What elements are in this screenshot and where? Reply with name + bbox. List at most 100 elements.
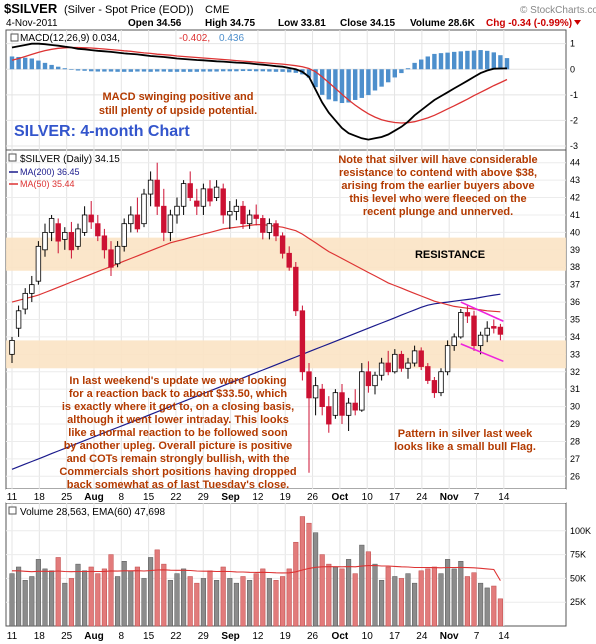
macd-histogram-bar	[201, 69, 206, 72]
price-x-tick-label: 24	[416, 492, 428, 503]
macd-histogram-bar	[425, 56, 430, 70]
volume-bar	[365, 551, 371, 627]
volume-bar	[55, 557, 61, 627]
volume-bar	[478, 582, 484, 627]
header-bg	[0, 0, 596, 30]
macd-histogram-bar	[155, 69, 160, 72]
candle-up	[451, 336, 457, 347]
price-tick-label: 34	[570, 332, 580, 342]
header-description: (Silver - Spot Price (EOD))	[64, 4, 194, 16]
volume-bar	[95, 573, 101, 627]
candle-down	[101, 235, 108, 251]
candle-down	[95, 223, 101, 237]
volume-bar	[332, 566, 338, 627]
volume-bar	[418, 570, 424, 627]
macd-tick-label: 0	[570, 64, 575, 74]
macd-histogram-bar	[174, 69, 180, 72]
weekend-annotation: back somewhat as of last Tuesday's close…	[67, 479, 290, 491]
volume-bar	[115, 576, 121, 627]
weekend-annotation: is exactly where it got to, on a closing…	[62, 401, 294, 413]
volume-bar	[194, 582, 200, 627]
volume-bar	[313, 532, 319, 627]
candle-down	[464, 312, 471, 317]
macd-histogram-bar	[23, 57, 28, 70]
macd-tick-label: 1	[570, 39, 575, 49]
macd-histogram-bar	[386, 69, 391, 83]
volume-bar	[339, 568, 345, 627]
macd-histogram-bar	[432, 53, 437, 70]
volume-x-tick-label: Oct	[332, 631, 349, 642]
volume-bar	[121, 561, 127, 627]
weekend-annotation: In last weekend's update we were looking	[69, 375, 286, 387]
macd-tick-label: -3	[570, 141, 578, 151]
volume-bar	[471, 572, 477, 627]
candle-down	[194, 200, 200, 207]
price-x-tick-label: 10	[362, 492, 374, 503]
price-x-tick-label: 26	[307, 492, 319, 503]
macd-histogram-bar	[75, 69, 81, 71]
candle-up	[312, 385, 319, 399]
candle-up	[444, 345, 451, 373]
volume-tick-label: 100K	[570, 526, 591, 536]
macd-tick-label: -1	[570, 90, 578, 100]
volume-bar	[398, 578, 404, 627]
macd-histogram-bar	[9, 56, 15, 70]
candle-down	[240, 205, 246, 225]
price-x-tick-label: 12	[252, 492, 264, 503]
macd-histogram-bar	[465, 50, 470, 70]
macd-histogram-bar	[260, 69, 265, 72]
macd-histogram-bar	[320, 69, 325, 95]
price-x-tick-label: 19	[280, 492, 292, 503]
macd-legend-signal: -0.402,	[179, 33, 210, 44]
macd-histogram-bar	[16, 56, 21, 70]
macd-histogram-bar	[458, 51, 463, 70]
volume-bar	[154, 549, 160, 627]
volume-bar	[214, 580, 220, 627]
macd-histogram-bar	[346, 69, 351, 103]
macd-histogram-bar	[485, 50, 490, 70]
volume-bar	[352, 573, 358, 627]
volume-bar	[280, 576, 286, 627]
header-volume: Volume 28.6K	[410, 18, 476, 29]
macd-histogram-bar	[62, 68, 67, 70]
volume-bar	[379, 580, 385, 627]
candle-down	[108, 249, 114, 268]
price-x-tick-label: Sep	[221, 492, 239, 503]
candle-up	[62, 231, 68, 240]
volume-bar	[299, 516, 305, 627]
volume-bar	[82, 570, 88, 627]
header-chg: Chg -0.34 (-0.99%)	[486, 18, 572, 29]
volume-bar	[253, 573, 259, 627]
volume-bar	[88, 566, 94, 627]
macd-histogram-bar	[135, 69, 140, 72]
macd-histogram-bar	[188, 69, 193, 72]
price-tick-label: 42	[570, 193, 580, 203]
volume-bar	[128, 570, 134, 627]
price-x-tick-label: 18	[34, 492, 46, 503]
macd-histogram-bar	[214, 69, 219, 72]
macd-histogram-bar	[122, 69, 127, 72]
flag-annotation: Pattern in silver last week	[398, 428, 533, 440]
candle-up	[75, 228, 81, 247]
candle-up	[359, 371, 365, 411]
macd-histogram-bar	[108, 69, 114, 72]
price-x-tick-label: 15	[143, 492, 155, 503]
macd-histogram-bar	[287, 69, 292, 73]
volume-bar	[412, 582, 418, 627]
volume-tick-label: 50K	[570, 573, 586, 583]
volume-bar	[141, 578, 147, 627]
price-tick-label: 30	[570, 402, 580, 412]
volume-bar	[207, 570, 213, 627]
macd-histogram-bar	[313, 69, 318, 88]
macd-histogram-bar	[498, 55, 503, 70]
macd-histogram-bar	[168, 69, 173, 72]
candle-up	[29, 284, 35, 294]
price-legend-box	[8, 153, 17, 162]
candle-down	[497, 326, 504, 335]
macd-histogram-bar	[333, 69, 338, 102]
macd-histogram-bar	[366, 69, 371, 96]
volume-x-tick-label: 17	[389, 631, 401, 642]
volume-x-tick-label: 12	[252, 631, 264, 642]
weekend-annotation: and COTs remain strongly bullish, with t…	[67, 453, 290, 465]
